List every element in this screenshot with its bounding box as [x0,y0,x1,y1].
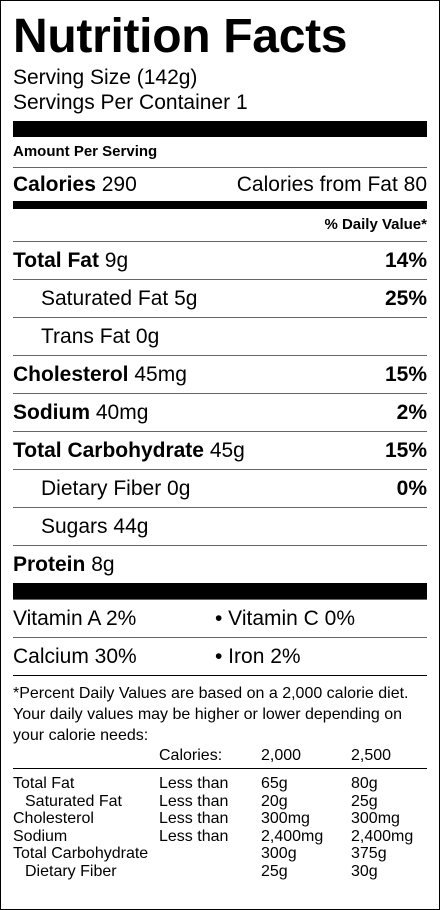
qualifier: Less than [159,775,229,792]
nutrient-name: Total Fat [13,775,75,792]
nutrient-amount: 45g [209,439,245,462]
limit: 20g [261,792,288,810]
nutrient-row: Cholesterol 45mg 15% [13,355,427,393]
nutrient-amount: 5g [174,287,198,310]
limit: 300mg [351,810,400,827]
calories-from-fat: Calories from Fat 80 [236,173,427,196]
nutrient-amount: 0g [135,325,160,348]
vitamin-list: Vitamin A 2% • Vitamin C 0% Calcium 30% • I… [13,599,427,675]
nutrient: Sodium 40mg [13,394,148,431]
nutrient: Dietary Fiber 0g [13,470,190,507]
nutrient: Cholesterol 45mg [13,356,187,393]
thick-rule [13,121,427,137]
nutrient-row: Saturated Fat 5g 25% [13,279,427,317]
nutrient-label: Total Carbohydrate [13,439,204,462]
daily-value: 15% [384,439,427,462]
footnote: *Percent Daily Values are based on a 2,0… [13,675,427,746]
daily-value-header-text: % Daily Value* [324,216,427,233]
nutrient-label: Dietary Fiber [41,477,162,500]
nutrient-name: Total Carbohydrate [13,845,149,862]
vitamin: Vitamin A 2% [13,607,137,630]
reference-header: Calories: 2,000 2,500 [13,746,427,769]
limit: 300mg [261,810,310,827]
nutrient-row: Protein 8g [13,545,427,583]
nutrient-amount: 44g [113,515,149,538]
nutrient-amount: 8g [91,553,115,576]
nutrient: Protein 8g [13,546,115,583]
nutrient: Total Fat 9g [13,242,128,279]
nutrient: Total Carbohydrate 45g [13,432,245,469]
limit: 2,400mg [261,827,324,845]
nutrient-row: Total Carbohydrate 45g 15% [13,431,427,469]
nutrient-row: Total Fat 9g 14% [13,241,427,279]
qualifier: Less than [159,810,229,827]
spacer [13,746,159,765]
amount-per-serving: Amount Per Serving [13,143,158,160]
vitamin: • Vitamin C 0% [215,607,356,630]
nutrient-list: Total Fat 9g 14% Saturated Fat 5g 25% Trans … [13,241,427,583]
nutrient-label: Cholesterol [13,363,129,386]
nutrient-label: Saturated Fat [41,287,169,310]
serving-size: Serving Size (142g) [13,66,198,89]
daily-value: 15% [384,363,427,386]
limit: 375g [351,845,387,862]
nutrient: Saturated Fat 5g [13,280,197,317]
nutrient-label: Total Fat [13,249,99,272]
vitamin: Calcium 30% [13,645,137,668]
nutrient-name: Sodium [13,827,68,845]
reference-table: Total Fat Less than 65g 80g Saturated Fat Les… [13,769,427,880]
nutrient: Trans Fat 0g [13,318,159,355]
calories-label: Calories [13,173,96,196]
nutrient-name: Saturated Fat [25,792,122,810]
daily-value-header: % Daily Value* [13,209,427,241]
calories-row: Calories 290 Calories from Fat 80 [13,167,427,201]
qualifier: Less than [159,792,229,810]
spacer [159,863,261,881]
limit: 25g [261,862,288,880]
title: Nutrition Facts [13,10,348,63]
daily-value: 0% [396,477,427,500]
limit: 65g [261,775,288,792]
nutrient-label: Protein [13,553,86,576]
calories-value: 290 [101,173,137,196]
vitamin-row: Calcium 30% • Iron 2% [13,637,427,675]
limit: 80g [351,775,378,792]
nutrient-amount: 0g [167,477,191,500]
calories: Calories 290 [13,168,137,201]
nutrient-amount: 40mg [95,401,149,424]
nutrient-row: Sodium 40mg 2% [13,393,427,431]
limit: 300g [261,845,297,862]
limit: 25g [351,792,378,810]
daily-value: 25% [384,287,427,310]
spacer [159,845,261,863]
calories-header: Calories: [159,747,223,764]
limit: 2,400mg [351,827,414,845]
nutrient-row: Sugars 44g [13,507,427,545]
column-header: 2,500 [351,747,392,764]
nutrient-row: Trans Fat 0g [13,317,427,355]
nutrient-amount: 45mg [134,363,187,386]
daily-value: 2% [396,401,427,424]
servings-per-container: Servings Per Container 1 [13,91,248,114]
medium-rule [13,201,427,209]
nutrient-label: Sodium [13,401,90,424]
vitamin-row: Vitamin A 2% • Vitamin C 0% [13,599,427,637]
limit: 30g [351,862,378,880]
qualifier: Less than [159,827,229,845]
nutrient-row: Dietary Fiber 0g 0% [13,469,427,507]
nutrient: Sugars 44g [13,508,148,545]
nutrient-amount: 9g [104,249,129,272]
nutrient-name: Cholesterol [13,810,94,827]
daily-value: 14% [384,249,427,272]
thick-rule [13,583,427,599]
nutrient-name: Dietary Fiber [25,862,117,880]
nutrient-label: Trans Fat [41,325,131,348]
nutrient-label: Sugars [41,515,108,538]
vitamin: • Iron 2% [215,645,301,668]
column-header: 2,000 [261,747,302,764]
